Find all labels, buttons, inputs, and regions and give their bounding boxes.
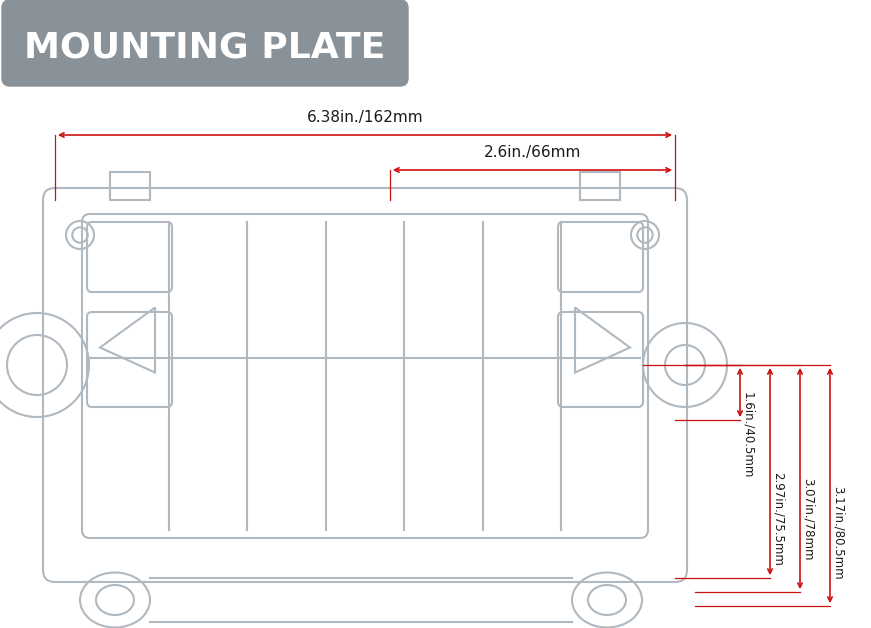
Text: 2.97in./75.5mm: 2.97in./75.5mm [772, 472, 785, 565]
FancyBboxPatch shape [43, 188, 687, 582]
FancyBboxPatch shape [2, 0, 408, 86]
Text: 3.07in./78mm: 3.07in./78mm [801, 479, 814, 561]
Bar [580, 172, 620, 200]
Text: MOUNTING PLATE: MOUNTING PLATE [24, 30, 386, 64]
FancyBboxPatch shape [82, 214, 648, 538]
Text: 2.6in./66mm: 2.6in./66mm [483, 145, 581, 160]
Text: 1.6in./40.5mm: 1.6in./40.5mm [741, 392, 754, 479]
Bar [110, 172, 150, 200]
Text: 6.38in./162mm: 6.38in./162mm [307, 110, 423, 125]
Text: 3.17in./80.5mm: 3.17in./80.5mm [832, 485, 845, 579]
